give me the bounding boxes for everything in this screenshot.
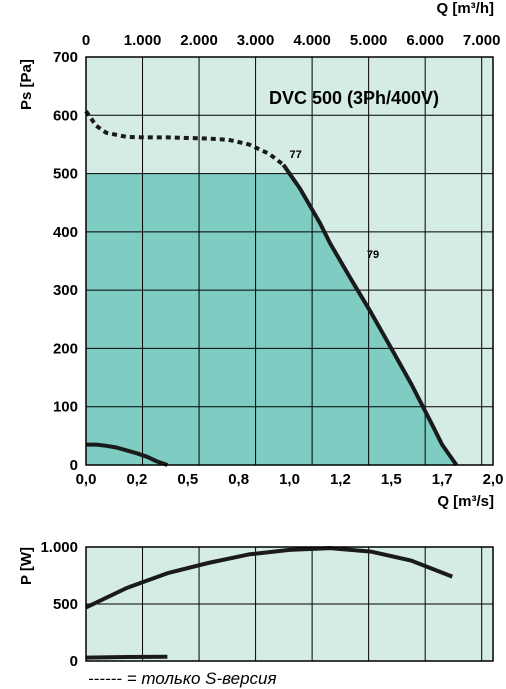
y-tick-label: 200 xyxy=(53,340,78,357)
power-y-tick-label: 1.000 xyxy=(40,539,78,556)
power-y-tick-label: 0 xyxy=(70,653,78,670)
y-tick-label: 0 xyxy=(70,457,78,474)
top-x2-tick-labels: 0 1.000 2.000 3.000 4.000 5.000 6.000 7.000 xyxy=(82,32,501,49)
operating-region xyxy=(86,173,457,466)
pressure-curve-main xyxy=(281,163,459,467)
pressure-curve-s-version xyxy=(84,110,285,167)
x-tick-label: 0,8 xyxy=(228,471,249,488)
x2-axis-label-m3h: Q [m³/h] xyxy=(437,0,495,17)
y-tick-label: 700 xyxy=(53,49,78,66)
y-axis-label-ps: Ps [Pa] xyxy=(18,59,35,110)
x-tick-label: 1,5 xyxy=(381,471,402,488)
x2-tick-label: 7.000 xyxy=(463,32,501,49)
x2-tick-label: 3.000 xyxy=(237,32,275,49)
x-tick-label: 0,2 xyxy=(126,471,147,488)
bottom-plot-frame xyxy=(85,546,494,662)
x-tick-label: 0,5 xyxy=(177,471,198,488)
x2-tick-label: 6.000 xyxy=(406,32,444,49)
x2-tick-label: 4.000 xyxy=(293,32,331,49)
y-tick-label: 600 xyxy=(53,107,78,124)
x-axis-label-m3s: Q [m³/s] xyxy=(437,493,494,510)
bottom-y-tick-labels: 0 500 1.000 xyxy=(40,539,78,670)
x-tick-label: 1,7 xyxy=(432,471,453,488)
operating-region-area xyxy=(86,173,457,466)
curve-annotation: 79 xyxy=(367,249,379,261)
y-axis-label-power: P [W] xyxy=(18,547,35,585)
power-curves xyxy=(85,546,454,660)
top-y-tick-labels: 0 100 200 300 400 500 600 700 xyxy=(53,49,78,474)
curve-annotation: 77 xyxy=(290,149,302,161)
top-plot-frame xyxy=(85,56,494,466)
pressure-curves xyxy=(84,110,459,467)
y-tick-label: 100 xyxy=(53,399,78,416)
power-y-tick-label: 500 xyxy=(53,596,78,613)
x-tick-label: 0,0 xyxy=(76,471,97,488)
s-version-note: ------ = только S-версия xyxy=(88,669,277,688)
y-tick-label: 400 xyxy=(53,224,78,241)
power-curve-low xyxy=(85,654,168,660)
x2-tick-label: 2.000 xyxy=(180,32,218,49)
y-tick-label: 300 xyxy=(53,282,78,299)
top-x-tick-labels: 0,0 0,2 0,5 0,8 1,0 1,2 1,5 1,7 2,0 xyxy=(76,471,504,488)
x-tick-label: 1,2 xyxy=(330,471,351,488)
x2-tick-label: 0 xyxy=(82,32,90,49)
x2-tick-label: 1.000 xyxy=(124,32,162,49)
chart-title: DVC 500 (3Ph/400V) xyxy=(269,88,439,108)
top-plot-grid xyxy=(86,57,493,465)
x-tick-label: 1,0 xyxy=(279,471,300,488)
x2-tick-label: 5.000 xyxy=(350,32,388,49)
x-tick-label: 2,0 xyxy=(483,471,504,488)
power-curve-main xyxy=(85,546,454,610)
bottom-plot-grid xyxy=(86,547,493,661)
y-tick-label: 500 xyxy=(53,166,78,183)
curve-annotations: 77 79 xyxy=(290,149,380,261)
pressure-curve-low xyxy=(86,442,169,467)
